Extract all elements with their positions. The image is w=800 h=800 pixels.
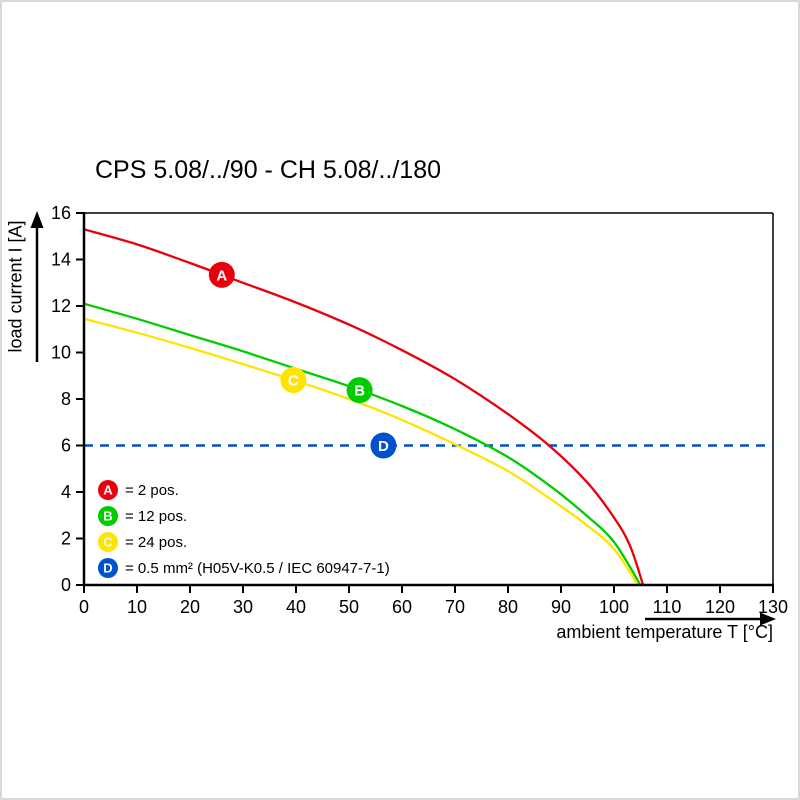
- x-tick-label: 90: [551, 597, 571, 617]
- legend-label-A: = 2 pos.: [125, 482, 179, 499]
- y-tick-label: 8: [61, 389, 71, 409]
- chart-title: CPS 5.08/../90 - CH 5.08/../180: [95, 156, 442, 184]
- x-tick-label: 0: [79, 597, 89, 617]
- x-axis-arrow-head: [760, 612, 776, 626]
- marker-B: [346, 377, 373, 404]
- legend-label-C: = 24 pos.: [125, 534, 187, 551]
- marker-C: [280, 367, 307, 394]
- curve-A: [83, 228, 645, 586]
- legend-swatch-letter-C: C: [103, 535, 113, 550]
- x-tick-label: 70: [445, 597, 465, 617]
- x-tick-label: 30: [233, 597, 253, 617]
- marker-letter-A: A: [216, 267, 227, 284]
- legend-swatch-A: [98, 480, 118, 500]
- legend-swatch-D: [98, 558, 118, 578]
- legend-swatch-letter-D: D: [103, 561, 112, 576]
- y-tick-label: 4: [61, 482, 71, 502]
- y-tick-label: 10: [51, 343, 71, 363]
- y-tick-label: 14: [51, 250, 71, 270]
- y-tick-label: 12: [51, 296, 71, 316]
- legend-swatch-letter-A: A: [103, 483, 113, 498]
- legend-label-B: = 12 pos.: [125, 508, 187, 525]
- x-tick-label: 80: [498, 597, 518, 617]
- marker-A: [208, 261, 235, 288]
- legend-swatch-C: [98, 532, 118, 552]
- x-tick-label: 110: [653, 597, 682, 617]
- x-tick-label: 120: [705, 597, 735, 617]
- marker-letter-B: B: [354, 383, 365, 400]
- marker-letter-C: C: [288, 373, 299, 390]
- legend-swatch-B: [98, 506, 118, 526]
- legend-swatch-letter-B: B: [103, 509, 112, 524]
- y-axis-arrow-head: [30, 211, 44, 228]
- x-tick-label: 60: [392, 597, 412, 617]
- x-axis-label: ambient temperature T [°C]: [556, 622, 773, 642]
- y-tick-label: 6: [61, 436, 71, 456]
- curve-C: [83, 317, 639, 586]
- y-tick-label: 2: [61, 529, 71, 549]
- y-tick-label: 16: [51, 203, 71, 223]
- x-tick-label: 20: [180, 597, 200, 617]
- legend-label-D: = 0.5 mm² (H05V-K0.5 / IEC 60947-7-1): [125, 560, 390, 577]
- curve-B: [83, 302, 642, 586]
- marker-D: [370, 432, 397, 459]
- x-tick-label: 40: [286, 597, 306, 617]
- x-tick-label: 50: [339, 597, 359, 617]
- x-tick-label: 130: [758, 597, 788, 617]
- y-tick-label: 0: [61, 575, 71, 595]
- marker-letter-D: D: [378, 438, 389, 455]
- x-tick-label: 10: [127, 597, 147, 617]
- x-tick-label: 100: [599, 597, 629, 617]
